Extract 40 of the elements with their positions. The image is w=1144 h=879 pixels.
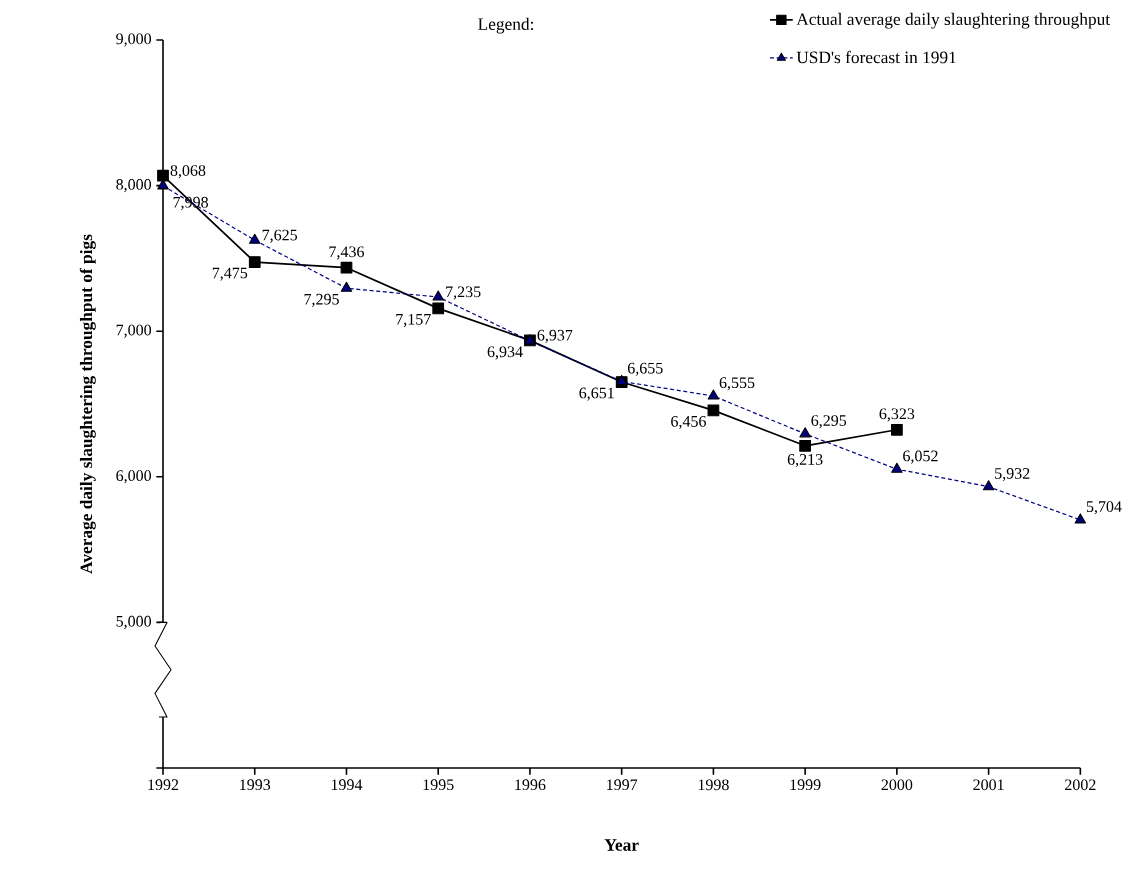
x-tick-label: 1994: [331, 779, 363, 791]
y-tick-label: 8,000: [116, 179, 152, 193]
data-label: 7,295: [304, 293, 339, 307]
data-label: 6,213: [787, 454, 823, 468]
data-label: 6,456: [671, 416, 706, 430]
y-tick-label: 9,000: [116, 33, 152, 47]
legend-label: USD's forecast in 1991: [796, 50, 956, 64]
y-tick-label: 6,000: [116, 470, 152, 484]
data-label: 7,625: [262, 229, 298, 243]
data-label: 6,934: [487, 346, 523, 360]
x-tick-label: 1995: [423, 779, 454, 791]
data-label: 6,295: [811, 415, 847, 429]
x-tick-label: 1993: [240, 779, 271, 791]
data-label: 6,052: [903, 450, 938, 464]
data-label: 5,932: [995, 468, 1030, 482]
x-tick-label: 2001: [973, 779, 1004, 791]
x-tick-label: 1996: [515, 779, 546, 791]
x-tick-label: 2000: [881, 779, 913, 791]
data-label: 8,068: [170, 165, 206, 179]
data-label: 7,157: [396, 313, 431, 327]
data-label: 6,937: [537, 329, 573, 343]
y-tick-label: 5,000: [116, 615, 152, 629]
data-label: 7,235: [446, 286, 481, 300]
data-label: 6,555: [719, 377, 755, 391]
data-label: 7,475: [212, 267, 248, 281]
y-tick-label: 7,000: [116, 324, 152, 338]
x-tick-label: 1992: [148, 779, 179, 791]
x-tick-label: 2002: [1065, 779, 1096, 791]
data-label: 6,655: [627, 362, 663, 376]
x-tick-label: 1997: [607, 779, 638, 791]
y-axis-title: Average daily slaughtering throughput of pigs: [79, 234, 96, 574]
data-label: 5,704: [1086, 501, 1122, 515]
data-label: 6,651: [579, 387, 614, 401]
x-tick-label: 1999: [790, 779, 821, 791]
legend-title: Legend:: [478, 17, 534, 34]
x-axis-title: Year: [604, 839, 639, 851]
x-tick-label: 1998: [698, 779, 729, 791]
data-label: 7,436: [329, 246, 364, 260]
legend-label: Actual average daily slaughtering throughput: [796, 12, 1111, 29]
data-label: 6,323: [879, 408, 915, 422]
